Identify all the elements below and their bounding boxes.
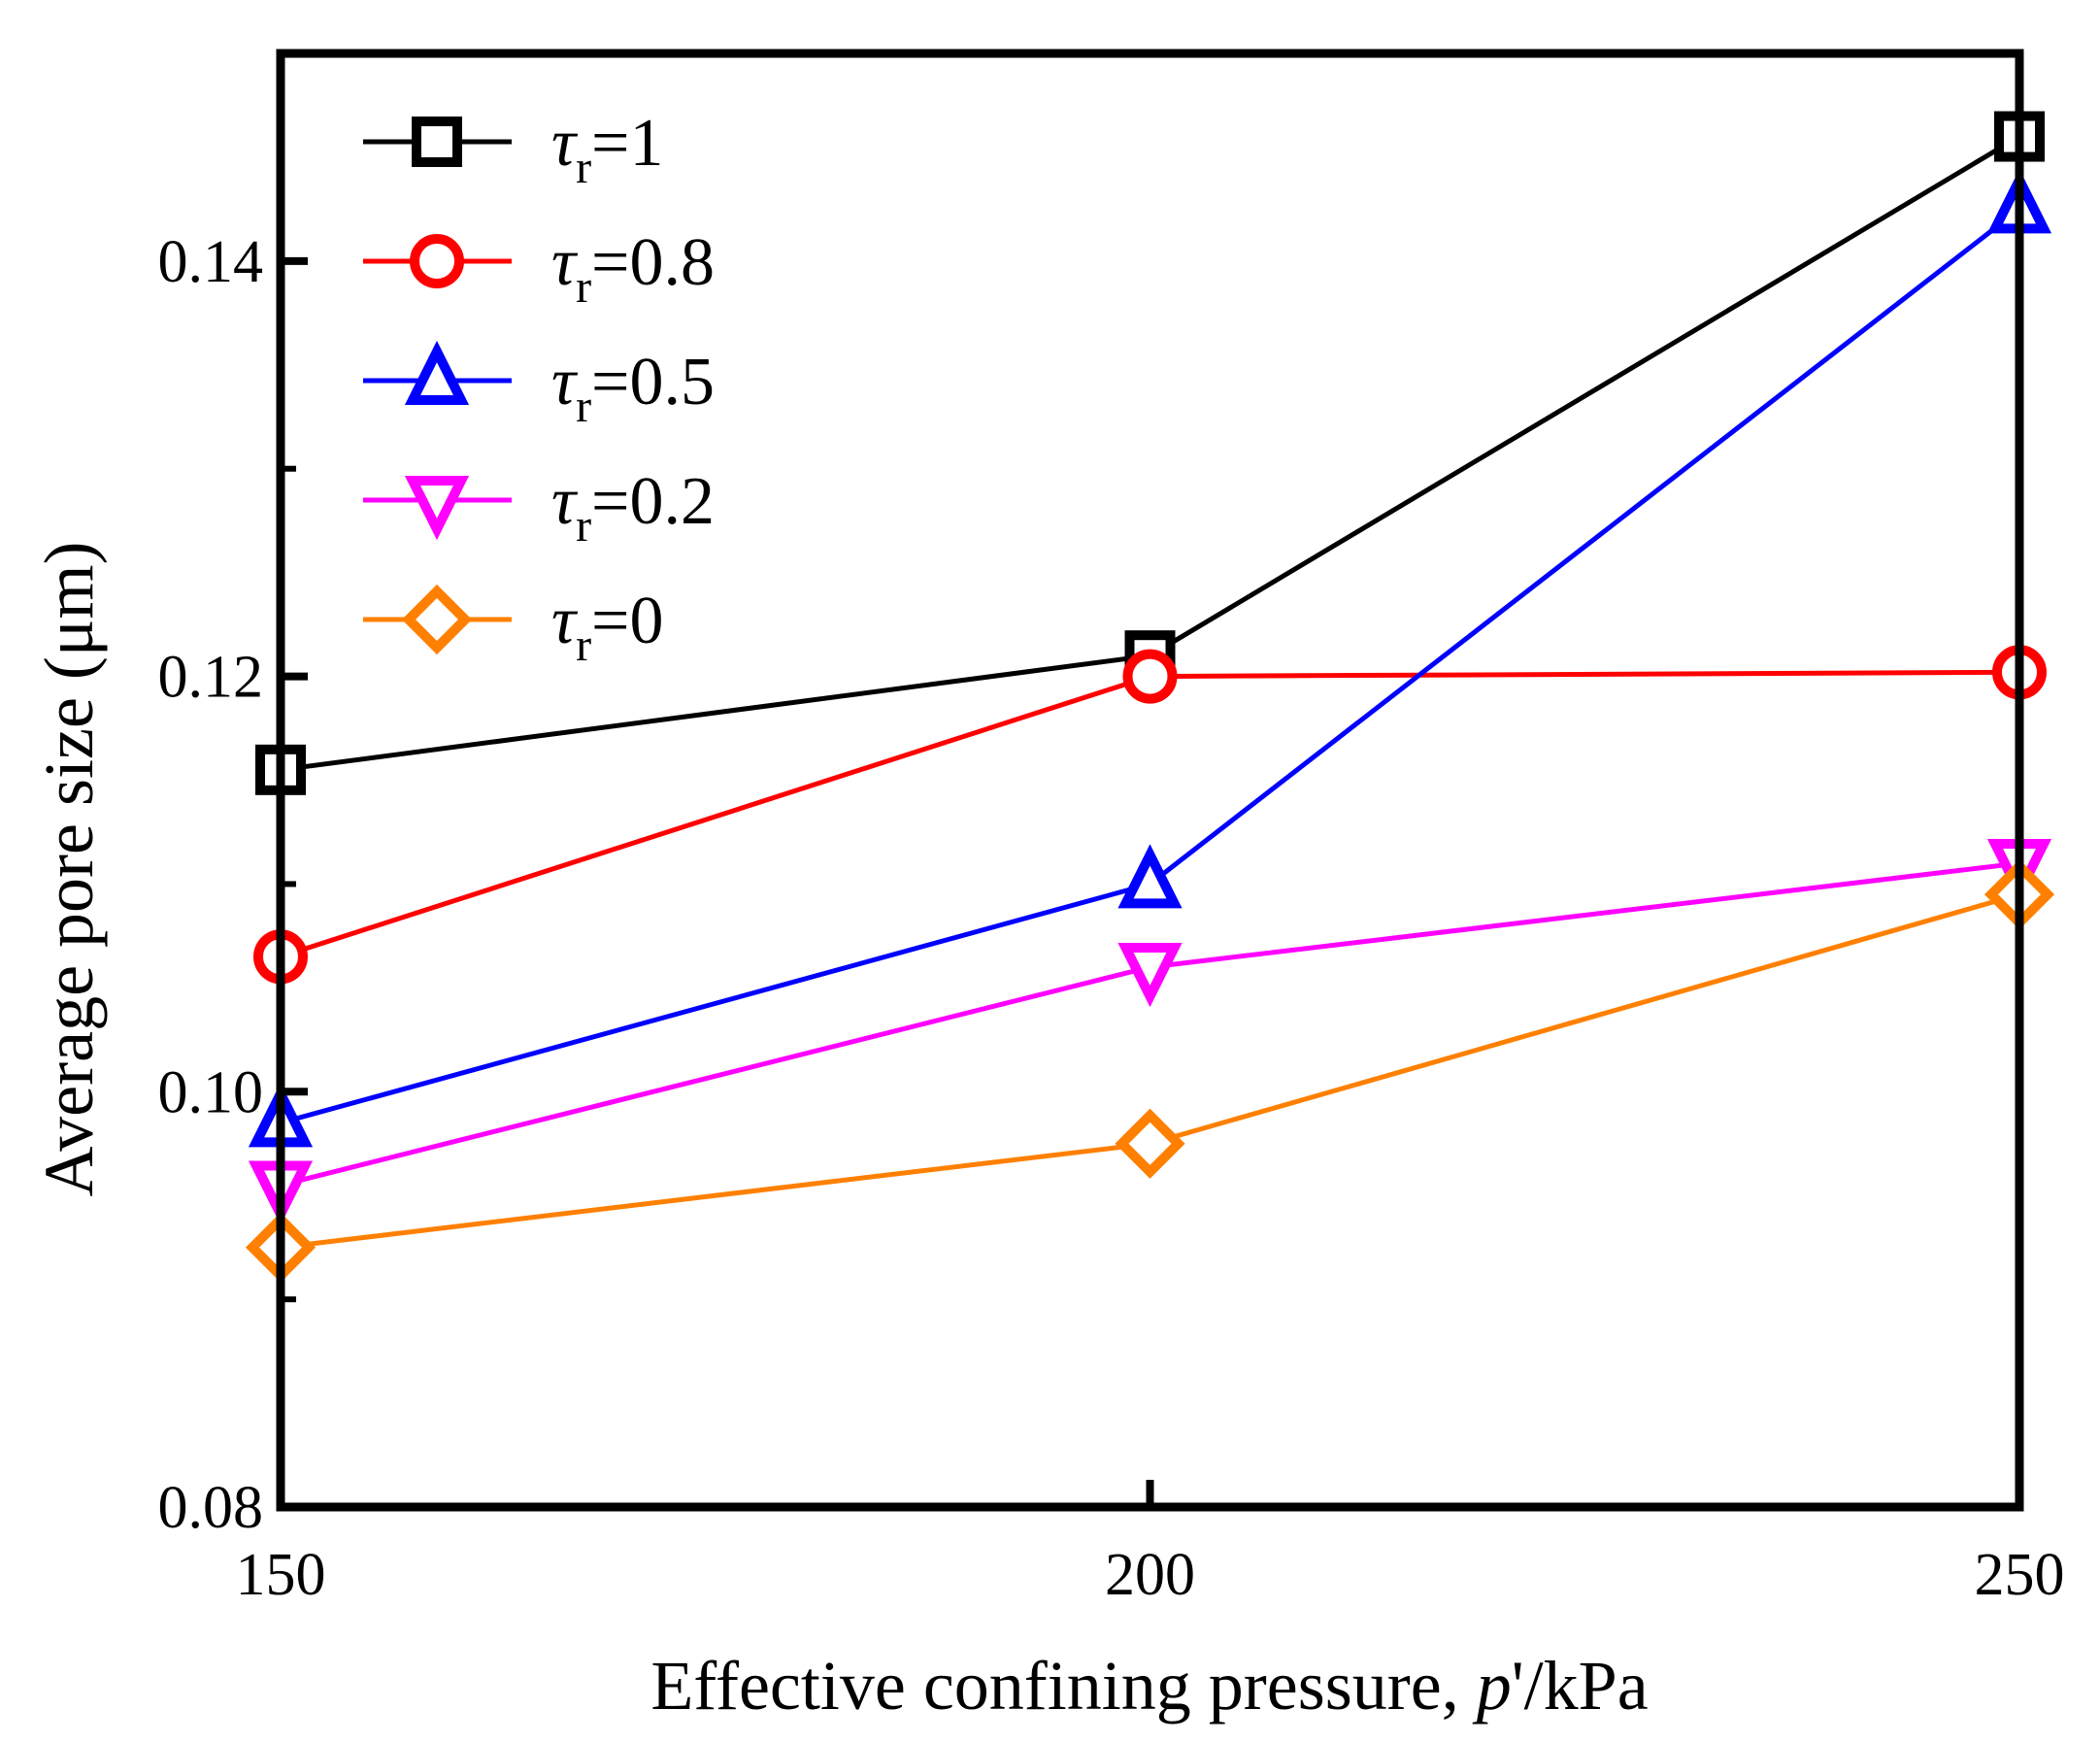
x-axis-title-prefix: Effective confining pressure,	[650, 1647, 1476, 1725]
legend-entry: τr=0.8	[363, 225, 715, 313]
y-tick-label: 0.14	[158, 229, 264, 295]
legend-subscript: r	[576, 620, 591, 671]
y-tick-label: 0.10	[158, 1059, 264, 1125]
legend: τr=1τr=0.8τr=0.5τr=0.2τr=0	[363, 106, 715, 671]
legend-marker-diamond	[401, 584, 473, 655]
legend-value: =1	[591, 106, 663, 181]
legend-symbol: τ	[551, 106, 579, 181]
y-tick-label: 0.08	[158, 1475, 264, 1541]
x-tick-label: 200	[1105, 1542, 1195, 1608]
legend-value: =0	[591, 584, 663, 658]
legend-value: =0.2	[591, 464, 715, 539]
legend-symbol: τ	[551, 225, 579, 300]
legend-entry: τr=0.2	[363, 464, 715, 552]
legend-entry: τr=1	[363, 106, 664, 193]
legend-value: =0.5	[591, 345, 715, 419]
plot-frame	[276, 49, 2024, 1512]
legend-marker-square	[412, 117, 462, 167]
legend-marker-triangle-down	[404, 476, 470, 541]
legend-subscript: r	[576, 261, 591, 313]
legend-subscript: r	[576, 142, 591, 193]
x-axis-title: Effective confining pressure, p'/kPa	[650, 1647, 1648, 1725]
series-layer	[245, 111, 2055, 1283]
series-circle	[253, 645, 2047, 985]
legend-subscript: r	[576, 500, 591, 552]
legend-label: τr=0	[551, 584, 664, 671]
legend-label: τr=0.8	[551, 225, 715, 313]
legend-label: τr=0.5	[551, 345, 715, 432]
legend-marker-triangle-up	[404, 340, 470, 405]
legend-symbol: τ	[551, 345, 579, 419]
legend-entry: τr=0	[363, 584, 664, 671]
y-tick-label: 0.12	[158, 645, 264, 711]
data-point-circle	[1122, 649, 1178, 704]
legend-value: =0.8	[591, 225, 715, 300]
legend-label: τr=1	[551, 106, 664, 193]
y-axis-title: Average pore size (μm)	[30, 542, 108, 1197]
x-tick-label: 150	[236, 1542, 326, 1608]
legend-symbol: τ	[551, 464, 579, 539]
legend-marker-circle	[410, 234, 464, 288]
legend-subscript: r	[576, 381, 591, 432]
x-tick-label: 250	[1975, 1542, 2065, 1608]
data-point-triangle-up	[1117, 844, 1183, 909]
x-axis-title-suffix: '/kPa	[1512, 1647, 1649, 1725]
legend-label: τr=0.2	[551, 464, 715, 552]
legend-entry: τr=0.5	[363, 340, 715, 432]
legend-symbol: τ	[551, 584, 579, 658]
series-line-circle	[280, 669, 2020, 959]
series-triangle-up	[248, 169, 2052, 1148]
series-diamond	[245, 859, 2055, 1283]
data-point-diamond	[1115, 1108, 1185, 1179]
tick-layer: 150 200 250 0.08 0.10 0.12 0.14	[158, 229, 2065, 1608]
x-axis-title-variable: p	[1472, 1647, 1512, 1725]
data-point-triangle-down	[1117, 942, 1183, 1008]
